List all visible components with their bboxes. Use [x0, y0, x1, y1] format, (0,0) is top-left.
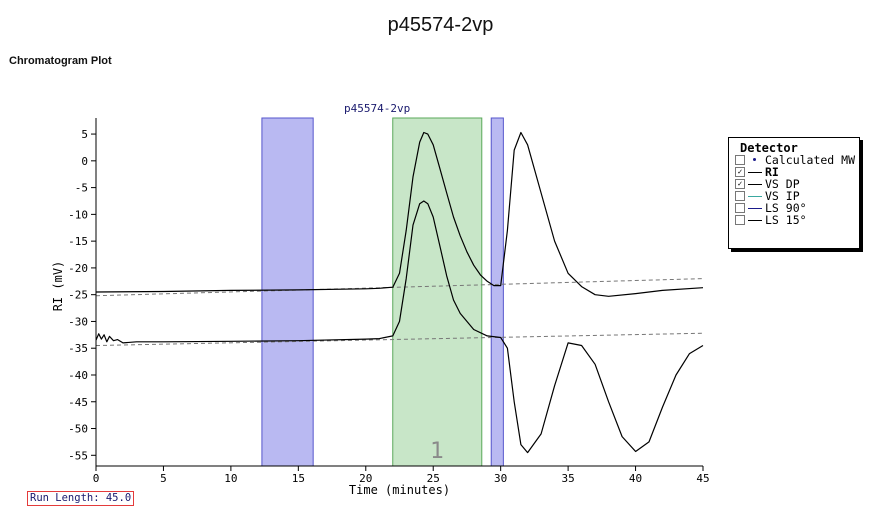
section-title: Chromatogram Plot — [9, 55, 112, 67]
legend-items: Calculated MW ✓ RI ✓ VS DP VS IP LS 90° LS 15° — [729, 154, 859, 226]
legend-item-calculated-mw[interactable]: Calculated MW — [729, 154, 859, 166]
legend-checkbox[interactable] — [735, 215, 745, 225]
dot-marker-icon — [747, 154, 763, 166]
x-tick-label: 35 — [561, 472, 574, 485]
y-tick-label: -10 — [68, 208, 88, 221]
line-marker-icon — [747, 166, 763, 178]
region-baseline-window-0 — [261, 117, 314, 467]
y-axis-label: RI (mV) — [51, 261, 65, 312]
plot-title: p45574-2vp — [344, 102, 411, 115]
axes-layer: 5 0 -5 -10 -15 -20 -25 -30 -35 -40 -45 -50 -55 0 5 10 15… — [51, 118, 710, 497]
y-tick-label: -40 — [68, 369, 88, 382]
legend-checkbox[interactable]: ✓ — [735, 167, 745, 177]
legend-checkbox[interactable]: ✓ — [735, 179, 745, 189]
region-peak-1 — [392, 117, 483, 467]
line-marker-icon — [747, 202, 763, 214]
legend-item-ri[interactable]: ✓ RI — [729, 166, 859, 178]
y-tick-label: -25 — [68, 289, 88, 302]
peak-label: 1 — [430, 439, 444, 464]
x-tick-label: 40 — [629, 472, 642, 485]
baselines-layer — [95, 278, 704, 347]
y-tick-label: -15 — [68, 235, 88, 248]
y-tick-label: -5 — [75, 182, 88, 195]
y-tick-label: -50 — [68, 423, 88, 436]
series-line-vs-dp — [95, 200, 704, 454]
legend-item-label: Calculated MW — [765, 153, 856, 167]
region-baseline-window-2 — [490, 117, 504, 467]
run-length-label[interactable]: Run Length: 45.0 — [27, 491, 135, 506]
series-layer — [95, 131, 704, 454]
legend-item-ls-15[interactable]: LS 15° — [729, 214, 859, 226]
legend-item-label: RI — [765, 165, 779, 179]
y-tick-label: -45 — [68, 396, 88, 409]
legend-checkbox[interactable] — [735, 203, 745, 213]
x-tick-label: 45 — [696, 472, 709, 485]
line-marker-icon — [747, 178, 763, 190]
x-tick-label: 30 — [494, 472, 507, 485]
x-tick-label: 15 — [292, 472, 305, 485]
line-marker-icon — [747, 214, 763, 226]
x-tick-label: 20 — [359, 472, 372, 485]
y-tick-label: -55 — [68, 449, 88, 462]
y-tick-label: -35 — [68, 342, 88, 355]
legend-item-label: VS IP — [765, 189, 800, 203]
page-title: p45574-2vp — [387, 14, 494, 36]
y-tick-label: -20 — [68, 262, 88, 275]
line-marker-icon — [747, 190, 763, 202]
region-labels-layer: 1 — [430, 439, 444, 464]
legend-item-vs-ip[interactable]: VS IP — [729, 190, 859, 202]
detector-legend: Detector Calculated MW ✓ RI ✓ VS DP VS IP LS 9… — [728, 137, 860, 249]
x-tick-label: 25 — [427, 472, 440, 485]
legend-item-vs-dp[interactable]: ✓ VS DP — [729, 178, 859, 190]
y-tick-label: 0 — [81, 155, 88, 168]
y-tick-label: -30 — [68, 315, 88, 328]
legend-checkbox[interactable] — [735, 155, 745, 165]
legend-item-label: VS DP — [765, 177, 800, 191]
baseline-0 — [95, 278, 704, 297]
regions-layer — [261, 117, 504, 467]
x-axis-label: Time (minutes) — [349, 483, 450, 497]
legend-item-ls-90[interactable]: LS 90° — [729, 202, 859, 214]
x-tick-label: 10 — [224, 472, 237, 485]
x-tick-label: 5 — [160, 472, 167, 485]
legend-title: Detector — [740, 141, 798, 155]
legend-item-label: LS 90° — [765, 201, 807, 215]
baseline-1 — [95, 332, 704, 347]
series-line-ri — [95, 131, 704, 297]
y-tick-label: 5 — [81, 128, 88, 141]
x-tick-label: 0 — [93, 472, 100, 485]
legend-item-label: LS 15° — [765, 213, 807, 227]
legend-checkbox[interactable] — [735, 191, 745, 201]
